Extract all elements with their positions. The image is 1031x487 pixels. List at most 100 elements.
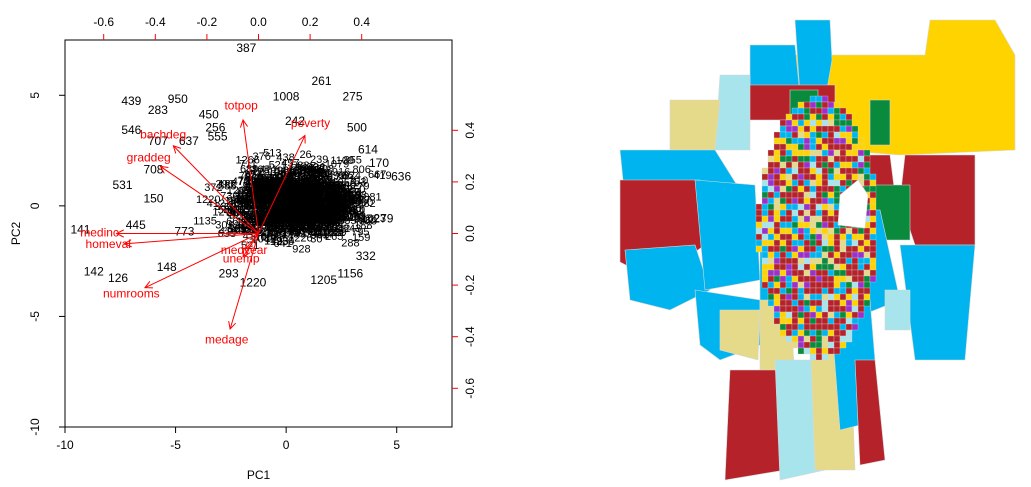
observation-label: 354 bbox=[239, 195, 257, 207]
observation-label: 63 bbox=[264, 184, 276, 196]
observation-label: 172 bbox=[307, 177, 325, 189]
tract bbox=[797, 143, 805, 151]
observation-label: 387 bbox=[280, 215, 298, 227]
observation-label: 389 bbox=[214, 201, 232, 213]
observation-label: 614 bbox=[358, 143, 378, 157]
tract bbox=[791, 179, 799, 187]
tract bbox=[785, 233, 793, 241]
observation-label: 1018 bbox=[294, 180, 318, 192]
tract bbox=[767, 269, 775, 277]
tract bbox=[821, 95, 829, 103]
tract bbox=[863, 173, 871, 181]
tract bbox=[803, 161, 811, 169]
observation-label: 45 bbox=[266, 207, 278, 219]
loading-arrowhead bbox=[172, 144, 182, 154]
tract bbox=[839, 161, 847, 169]
tract bbox=[821, 143, 829, 151]
x-axis-label: PC1 bbox=[247, 468, 271, 482]
observation-label: 181 bbox=[252, 175, 270, 187]
tract bbox=[767, 227, 775, 235]
tract bbox=[755, 215, 763, 223]
observation-label: 745 bbox=[294, 202, 312, 214]
tract bbox=[821, 347, 829, 355]
observation-label: 868 bbox=[255, 190, 273, 202]
observation-label: 930 bbox=[300, 212, 318, 224]
observation-label: 1279 bbox=[345, 180, 369, 192]
observation-label: 174 bbox=[244, 169, 262, 181]
observation-label: 863 bbox=[313, 214, 331, 226]
observation-label: 486 bbox=[272, 204, 290, 216]
observation-label: 852 bbox=[270, 198, 288, 210]
observation-label: 1122 bbox=[289, 205, 313, 217]
tract bbox=[809, 347, 817, 355]
tract bbox=[815, 299, 823, 307]
observation-label: 691 bbox=[289, 226, 307, 238]
tract bbox=[833, 137, 841, 145]
north-region bbox=[714, 74, 751, 151]
tract bbox=[839, 311, 847, 319]
loading-label: totpop bbox=[224, 99, 258, 113]
observation-label: 1272 bbox=[245, 193, 269, 205]
tract bbox=[761, 209, 769, 217]
observation-label: 12 bbox=[251, 186, 263, 198]
tract bbox=[845, 137, 853, 145]
observation-label: 389 bbox=[311, 208, 329, 220]
observation-label: 119 bbox=[292, 189, 310, 201]
tract bbox=[797, 293, 805, 301]
tract bbox=[833, 113, 841, 121]
observation-label: 998 bbox=[284, 194, 302, 206]
tract bbox=[803, 269, 811, 277]
observation-label: 846 bbox=[305, 192, 323, 204]
tract bbox=[803, 197, 811, 205]
observation-label: 42 bbox=[313, 215, 325, 227]
tract bbox=[863, 233, 871, 241]
observation-label: 974 bbox=[304, 202, 322, 214]
observation-label: 168 bbox=[333, 186, 351, 198]
observation-label: 532 bbox=[228, 220, 246, 232]
observation-label: 284 bbox=[308, 206, 326, 218]
observation-label: 221 bbox=[243, 210, 261, 222]
tract bbox=[845, 293, 853, 301]
tract bbox=[761, 245, 769, 253]
tract bbox=[839, 245, 847, 253]
observation-label: 918 bbox=[278, 197, 296, 209]
tract bbox=[821, 203, 829, 211]
tract bbox=[785, 323, 793, 331]
observation-label: 982 bbox=[357, 198, 375, 210]
observation-label: 358 bbox=[253, 181, 271, 193]
tract bbox=[857, 233, 865, 241]
observation-label: 967 bbox=[306, 221, 324, 233]
observation-label: 26 bbox=[299, 149, 311, 161]
tract bbox=[821, 263, 829, 271]
observation-label: 931 bbox=[258, 213, 276, 225]
observation-label: 378 bbox=[287, 188, 305, 200]
observation-label: 843 bbox=[343, 223, 361, 235]
observation-label: 580 bbox=[267, 194, 285, 206]
observation-label: 233 bbox=[240, 214, 258, 226]
observation-label: 257 bbox=[315, 206, 333, 218]
observation-label: 123 bbox=[275, 170, 293, 182]
observation-label: 306 bbox=[226, 207, 244, 219]
observation-label: 570 bbox=[318, 197, 336, 209]
tract bbox=[851, 227, 859, 235]
observation-label: 381 bbox=[263, 207, 281, 219]
tract bbox=[791, 155, 799, 163]
observation-label: 138 bbox=[309, 204, 327, 216]
observation-label: 49 bbox=[265, 180, 277, 192]
tract bbox=[785, 179, 793, 187]
observation-label: 80 bbox=[298, 193, 310, 205]
observation-label: 153 bbox=[313, 180, 331, 192]
observation-label: 590 bbox=[313, 211, 331, 223]
tract bbox=[785, 221, 793, 229]
tract bbox=[809, 161, 817, 169]
tract bbox=[821, 137, 829, 145]
observation-label: 359 bbox=[285, 211, 303, 223]
observation-label: 812 bbox=[302, 189, 320, 201]
tract bbox=[833, 281, 841, 289]
observation-label: 557 bbox=[311, 186, 329, 198]
observation-label: 766 bbox=[335, 170, 353, 182]
tract bbox=[845, 227, 853, 235]
observation-label: 1134 bbox=[323, 172, 347, 184]
tract bbox=[821, 185, 829, 193]
observation-label: 935 bbox=[254, 188, 272, 200]
